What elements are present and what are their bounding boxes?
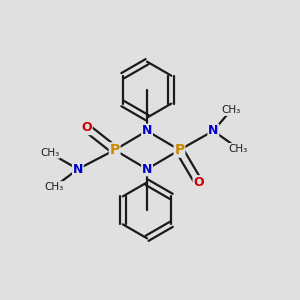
Text: P: P xyxy=(174,143,184,157)
Text: N: N xyxy=(142,163,152,176)
Text: N: N xyxy=(208,124,218,137)
Text: CH₃: CH₃ xyxy=(221,105,241,115)
Text: CH₃: CH₃ xyxy=(229,143,248,154)
Text: CH₃: CH₃ xyxy=(45,182,64,192)
Text: O: O xyxy=(81,122,92,134)
Text: O: O xyxy=(193,176,204,189)
Text: N: N xyxy=(73,163,83,176)
Text: N: N xyxy=(142,124,152,137)
Text: CH₃: CH₃ xyxy=(40,148,59,158)
Text: P: P xyxy=(110,143,120,157)
